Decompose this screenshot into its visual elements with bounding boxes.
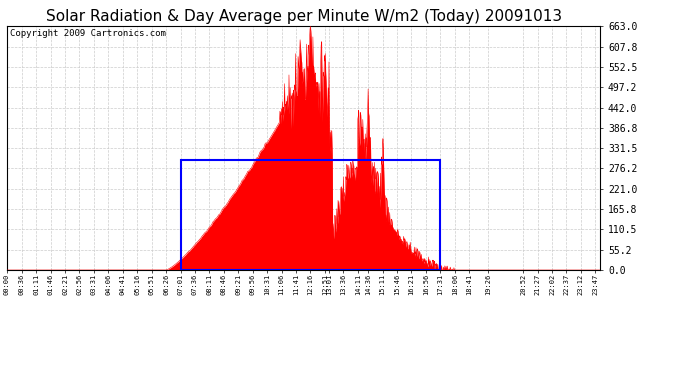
Text: Copyright 2009 Cartronics.com: Copyright 2009 Cartronics.com bbox=[10, 29, 166, 38]
Title: Solar Radiation & Day Average per Minute W/m2 (Today) 20091013: Solar Radiation & Day Average per Minute… bbox=[46, 9, 562, 24]
Bar bbox=[181, 160, 440, 270]
